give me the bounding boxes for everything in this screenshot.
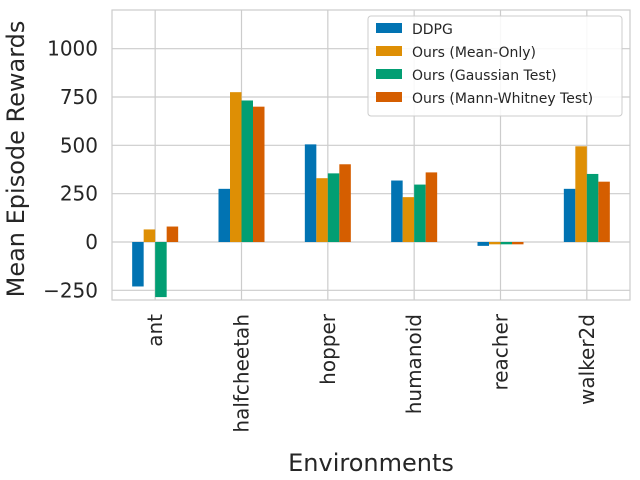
bar-walker2d-series-1 (563, 188, 576, 242)
x-tick-label-walker2d: walker2d (575, 314, 599, 405)
y-tick-label: 250 (60, 182, 98, 206)
bar-ant-series-4 (166, 226, 179, 242)
bar-reacher-series-2 (489, 242, 501, 245)
legend-swatch-1 (376, 23, 402, 33)
x-tick-label-ant: ant (143, 314, 167, 347)
legend-label-4: Ours (Mann-Whitney Test) (412, 91, 593, 107)
legend-swatch-4 (376, 92, 402, 102)
bars (132, 92, 610, 298)
bar-hopper-series-3 (327, 173, 340, 242)
bar-halfcheetah-series-4 (253, 106, 265, 243)
legend: DDPG Ours (Mean-Only) Ours (Gaussian Test)… (367, 15, 623, 117)
legend-swatch-3 (376, 69, 402, 79)
legend-label-3: Ours (Gaussian Test) (412, 68, 557, 84)
y-tick-label: 1000 (47, 37, 98, 61)
x-tick-label-hopper: hopper (316, 313, 340, 385)
x-tick-label-reacher: reacher (489, 313, 513, 390)
y-tick-labels: −250 0 250 500 750 1000 (43, 37, 98, 303)
x-tick-labels: ant halfcheetah hopper humanoid reacher walke… (143, 313, 599, 432)
bar-walker2d-series-4 (598, 181, 610, 242)
y-tick-label: 750 (60, 85, 98, 109)
y-tick-label: −250 (43, 278, 98, 302)
bar-ant-series-2 (143, 229, 156, 242)
bar-reacher-series-3 (500, 242, 512, 245)
bar-humanoid-series-4 (425, 172, 438, 242)
legend-box (367, 15, 623, 117)
y-axis-label: Mean Episode Rewards (2, 21, 30, 298)
bar-reacher-series-1 (477, 242, 489, 246)
bar-walker2d-series-2 (575, 146, 587, 242)
bar-walker2d-series-3 (586, 173, 599, 242)
bar-humanoid-series-3 (414, 184, 426, 242)
bar-hopper-series-4 (339, 164, 351, 242)
bar-humanoid-series-1 (391, 180, 403, 242)
bar-halfcheetah-series-1 (218, 188, 230, 242)
y-tick-label: 500 (60, 133, 98, 157)
bar-halfcheetah-series-2 (230, 92, 242, 243)
bar-hopper-series-1 (304, 144, 317, 242)
bar-halfcheetah-series-3 (241, 100, 253, 242)
y-tick-label: 0 (85, 230, 98, 254)
bar-ant-series-1 (132, 242, 144, 287)
legend-label-2: Ours (Mean-Only) (412, 45, 536, 61)
x-tick-label-halfcheetah: halfcheetah (230, 314, 254, 433)
bar-reacher-series-4 (512, 242, 524, 245)
legend-label-1: DDPG (412, 22, 453, 38)
x-tick-label-humanoid: humanoid (402, 314, 426, 414)
legend-swatch-2 (376, 46, 402, 56)
bar-hopper-series-2 (316, 178, 328, 242)
bar-humanoid-series-2 (402, 197, 415, 242)
plot-frame (111, 9, 631, 301)
x-axis-label: Environments (288, 449, 454, 477)
bar-ant-series-3 (155, 242, 167, 298)
